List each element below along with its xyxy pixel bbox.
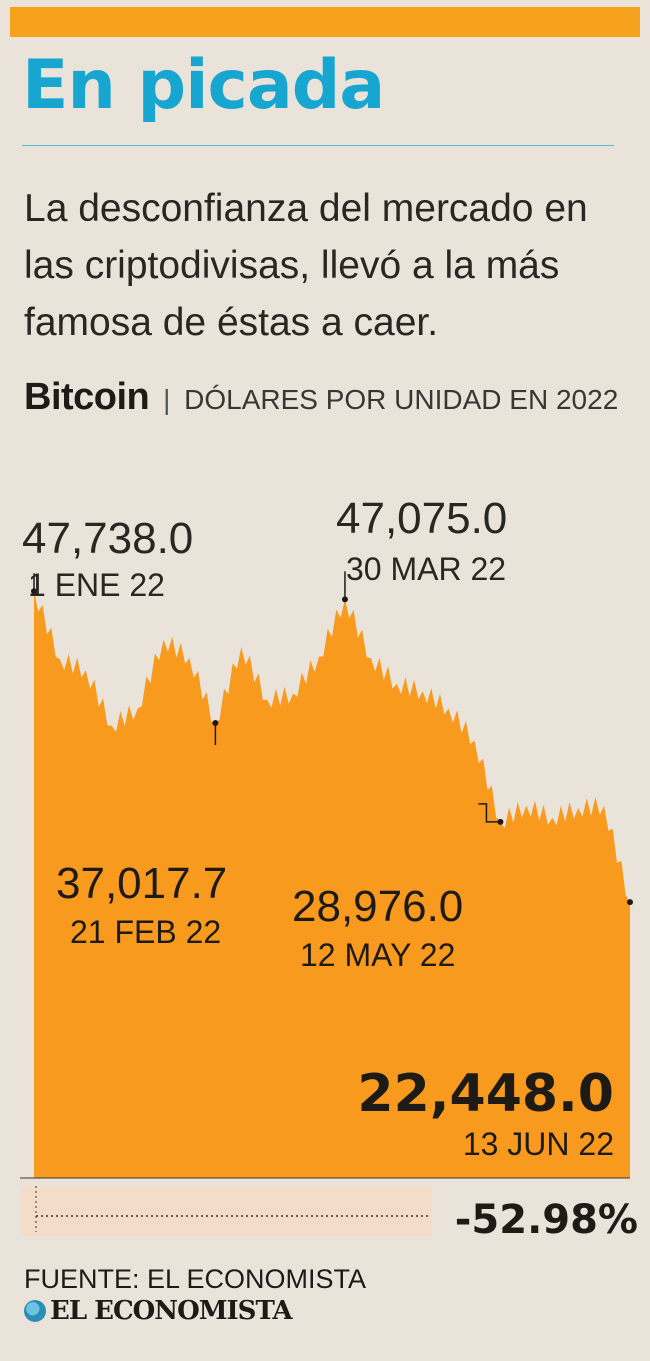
change-band: [22, 1186, 432, 1236]
label-last-date: 13 JUN 22: [463, 1126, 614, 1162]
source-note: FUENTE: EL ECONOMISTA: [24, 1264, 367, 1294]
publisher-logo: EL ECONOMISTA: [24, 1296, 293, 1326]
label-last-value: 22,448.0: [357, 1064, 614, 1124]
chart-unit-label: DÓLARES POR UNIDAD EN 2022: [184, 384, 619, 415]
page-title: En picada: [22, 46, 385, 125]
logo-wordmark: EL ECONOMISTA: [50, 1296, 293, 1326]
label-peak-value: 47,075.0: [336, 494, 507, 543]
chart-header: Bitcoin | DÓLARES POR UNIDAD EN 2022: [24, 369, 624, 428]
label-max-value: 47,738.0: [22, 514, 193, 563]
price-area: [34, 591, 630, 1178]
title-divider: [22, 145, 614, 146]
label-feb-date: 21 FEB 22: [70, 914, 221, 950]
percent-change: -52.98%: [455, 1197, 638, 1243]
mark-may-leader: [478, 803, 501, 823]
annotation-marks: [31, 571, 633, 906]
page-subtitle: La desconfianza del mercado en las cript…: [24, 187, 588, 344]
label-may-date: 12 MAY 22: [300, 937, 455, 973]
label-may-value: 28,976.0: [292, 882, 463, 931]
chart-series-name: Bitcoin: [24, 376, 150, 418]
chart-header-separator: |: [163, 384, 171, 415]
top-accent-bar: [10, 7, 640, 37]
label-max-date: 1 ENE 22: [28, 567, 165, 603]
label-feb-value: 37,017.7: [56, 859, 227, 908]
label-peak-date: 30 MAR 22: [346, 551, 506, 587]
logo-icon: [24, 1300, 46, 1322]
mark-last-dot: [627, 899, 633, 906]
